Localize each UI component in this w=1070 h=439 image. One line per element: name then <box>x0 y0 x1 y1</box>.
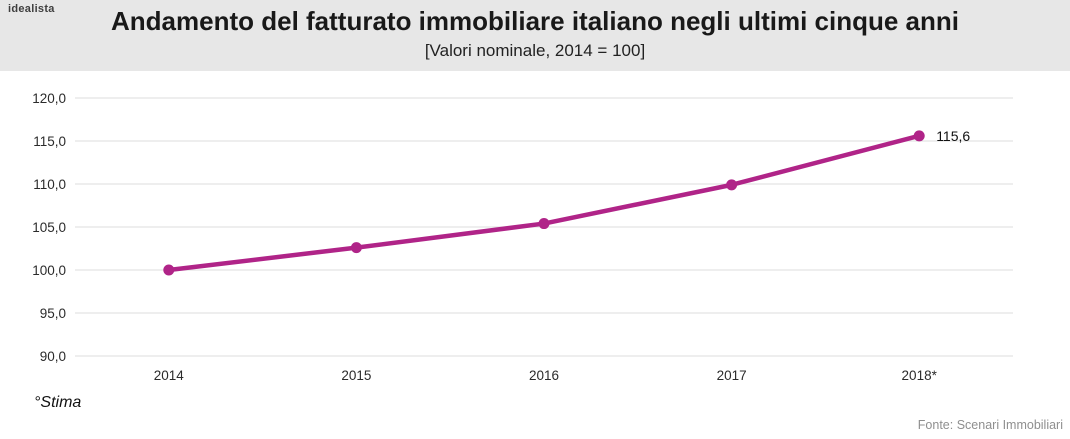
x-axis-tick-label: 2017 <box>717 368 747 383</box>
chart-subtitle: [Valori nominale, 2014 = 100] <box>424 40 646 60</box>
data-point <box>163 264 175 276</box>
x-axis-tick-label: 2015 <box>341 368 371 383</box>
data-point <box>913 130 925 142</box>
x-axis-tick-label: 2018* <box>902 368 938 383</box>
y-axis-tick-label: 115,0 <box>33 134 66 149</box>
data-point <box>538 218 550 230</box>
y-axis-tick-label: 105,0 <box>32 220 66 235</box>
y-axis-tick-label: 90,0 <box>40 349 66 364</box>
data-point <box>350 242 362 254</box>
y-axis-tick-label: 95,0 <box>40 306 66 321</box>
chart-header: idealista Andamento del fatturato immobi… <box>0 0 1070 71</box>
estimate-footnote: °Stima <box>34 394 82 411</box>
idealista-logo: idealista <box>8 3 55 15</box>
chart-title: Andamento del fatturato immobiliare ital… <box>111 6 959 36</box>
y-axis-tick-label: 110,0 <box>33 177 66 192</box>
y-axis-tick-label: 100,0 <box>32 263 66 278</box>
x-axis-tick-label: 2016 <box>529 368 559 383</box>
trend-line <box>166 133 922 273</box>
data-point-label: 115,6 <box>936 128 970 144</box>
x-axis-tick-label: 2014 <box>154 368 185 383</box>
source-credit: Fonte: Scenari Immobiliari <box>917 418 1063 432</box>
data-point <box>726 179 738 191</box>
y-axis-tick-label: 120,0 <box>32 91 66 106</box>
